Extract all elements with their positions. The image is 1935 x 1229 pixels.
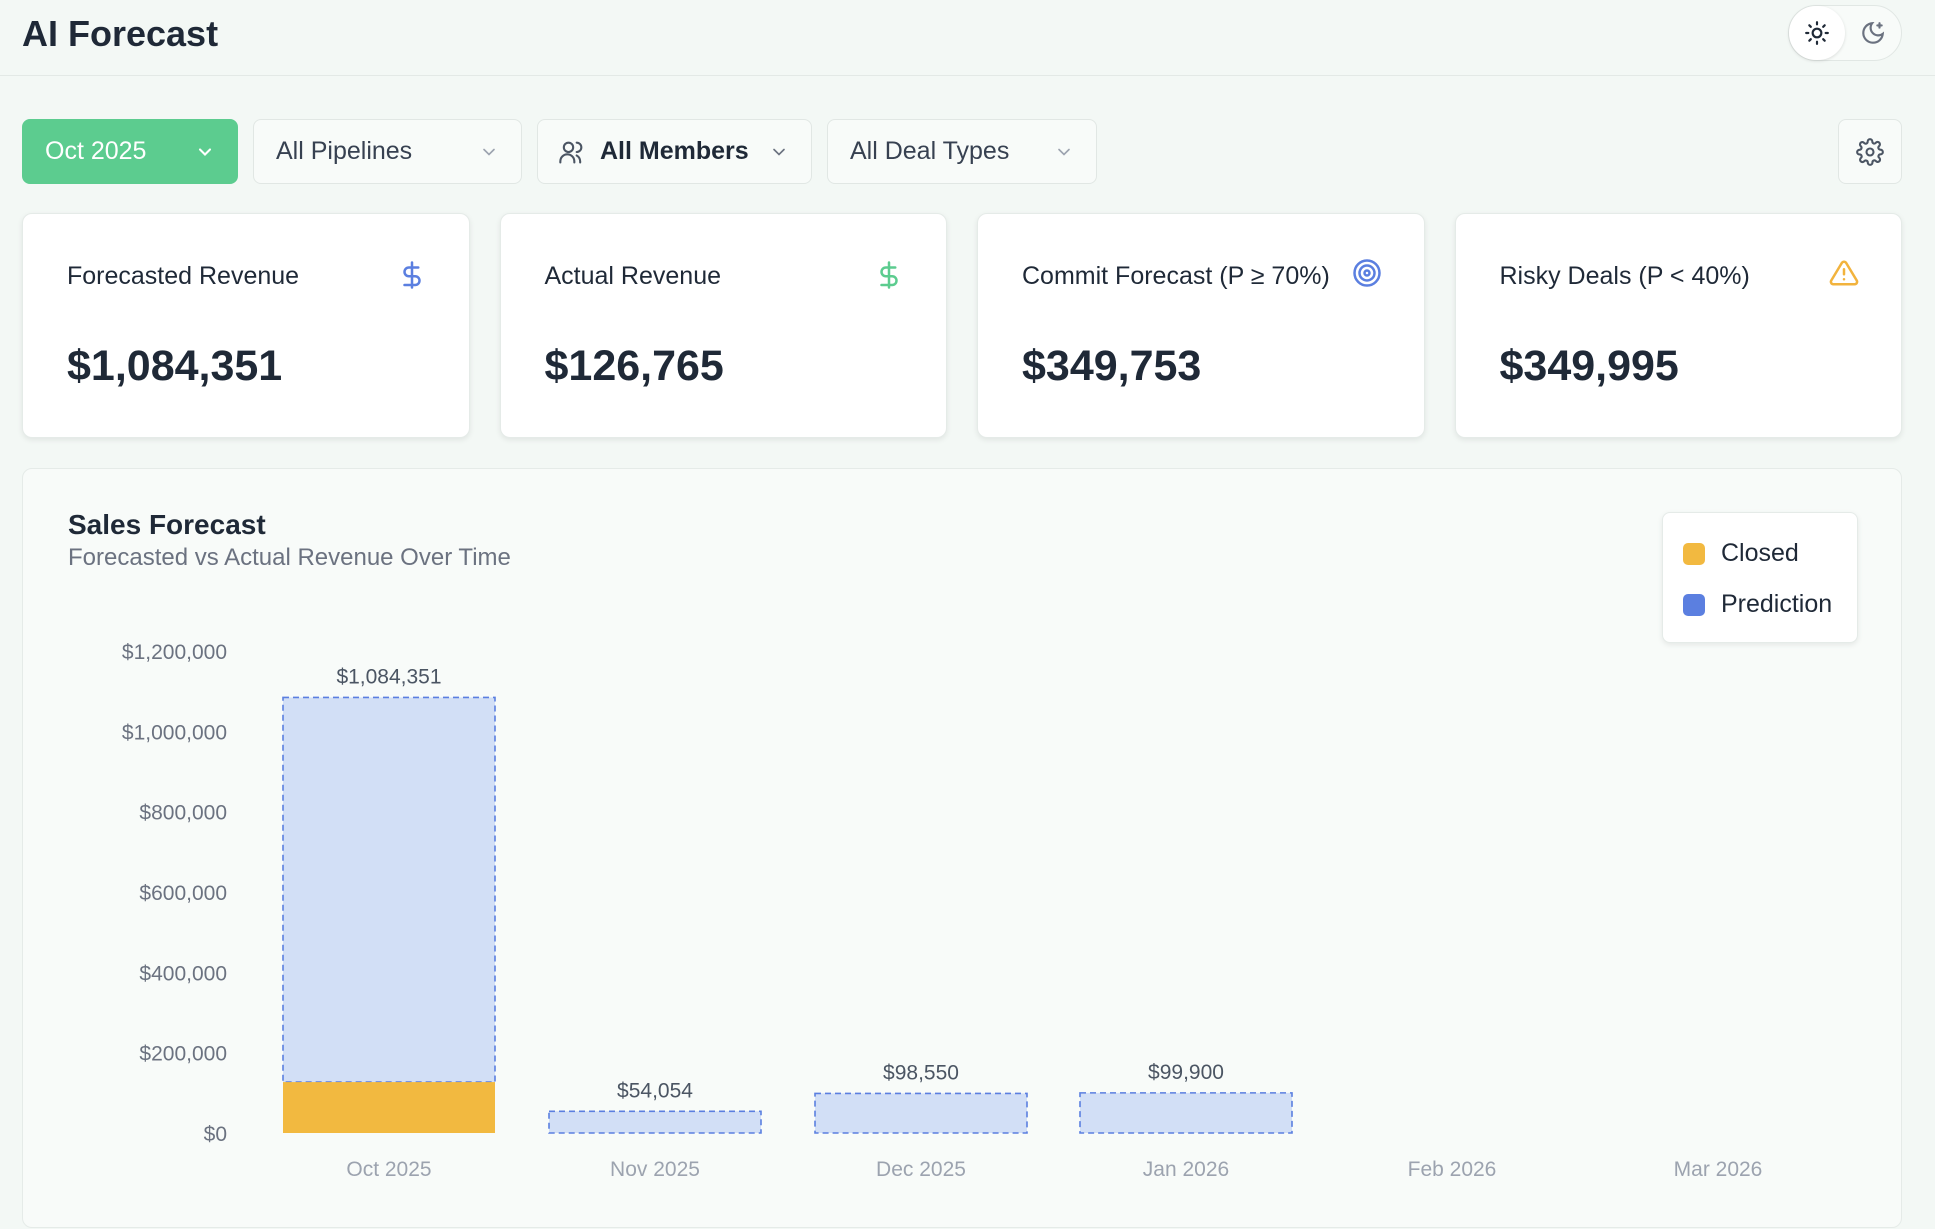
chart-title: Sales Forecast [68, 509, 266, 540]
x-tick-label: Mar 2026 [1674, 1158, 1763, 1181]
card-value: $126,765 [544, 342, 724, 390]
chevron-down-icon [483, 148, 495, 156]
chevron-down-icon [198, 148, 212, 156]
y-tick-label: $0 [204, 1123, 227, 1146]
page-title: AI Forecast [22, 13, 219, 54]
chevron-down-icon [773, 148, 785, 156]
legend-swatch [1683, 593, 1705, 616]
theme-toggle[interactable] [1788, 5, 1902, 61]
bar-chart: $0 $200,000 $400,000 $600,000 $800,000 $1,000… [122, 641, 1763, 1181]
x-tick-label: Nov 2025 [610, 1158, 700, 1181]
pipeline-select[interactable]: All Pipelines [253, 119, 522, 184]
kpi-cards: Forecasted Revenue $1,084,351 Actual Rev… [22, 213, 1902, 438]
chart-subtitle: Forecasted vs Actual Revenue Over Time [68, 544, 511, 571]
y-tick-label: $1,200,000 [122, 641, 227, 664]
top-bar: AI Forecast [0, 0, 1935, 76]
deal-type-select-value: All Deal Types [850, 137, 1010, 165]
actual-revenue-card: Actual Revenue $126,765 [499, 213, 947, 438]
y-tick-label: $200,000 [139, 1043, 227, 1066]
legend-item-prediction[interactable]: Prediction [1683, 590, 1832, 619]
prediction-bar [814, 1092, 1028, 1134]
light-mode-button[interactable] [1789, 6, 1845, 60]
filter-bar: Oct 2025 All Pipelines All Members All D… [22, 119, 1097, 184]
prediction-bar [1079, 1092, 1293, 1134]
target-icon [1352, 259, 1381, 287]
data-label: $54,054 [617, 1079, 693, 1102]
period-select-value: Oct 2025 [45, 137, 147, 165]
card-label: Actual Revenue [544, 262, 722, 290]
period-select[interactable]: Oct 2025 [22, 119, 238, 184]
forecasted-revenue-card: Forecasted Revenue $1,084,351 [22, 213, 470, 438]
dollar-icon [402, 261, 421, 289]
y-tick-label: $1,000,000 [122, 721, 227, 744]
card-label: Forecasted Revenue [67, 262, 300, 290]
members-select[interactable]: All Members [537, 119, 812, 184]
card-label: Risky Deals (P < 40%) [1499, 262, 1750, 290]
x-tick-label: Feb 2026 [1408, 1158, 1497, 1181]
legend-swatch [1683, 542, 1705, 565]
card-label: Commit Forecast (P ≥ 70%) [1022, 262, 1330, 290]
data-label: $99,900 [1148, 1061, 1224, 1084]
users-icon [559, 141, 583, 164]
gear-icon [1856, 137, 1884, 166]
closed-bar [283, 1082, 495, 1133]
warning-icon [1829, 260, 1859, 286]
legend-label: Closed [1721, 539, 1799, 567]
card-value: $349,753 [1022, 342, 1202, 390]
x-tick-label: Dec 2025 [876, 1158, 966, 1181]
legend-label: Prediction [1721, 590, 1833, 618]
x-tick-label: Jan 2026 [1143, 1158, 1229, 1181]
y-tick-label: $800,000 [139, 802, 227, 825]
sales-forecast-panel: Sales Forecast Forecasted vs Actual Reve… [22, 468, 1902, 1228]
chevron-down-icon [1058, 148, 1070, 156]
sun-icon [1805, 21, 1829, 45]
card-value: $349,995 [1499, 342, 1679, 390]
settings-button[interactable] [1838, 119, 1902, 184]
y-tick-label: $600,000 [139, 882, 227, 905]
x-tick-label: Oct 2025 [346, 1158, 431, 1181]
dollar-icon [880, 261, 898, 289]
pipeline-select-value: All Pipelines [276, 137, 413, 165]
risky-deals-card: Risky Deals (P < 40%) $349,995 [1454, 213, 1902, 438]
members-select-value: All Members [600, 137, 749, 165]
y-tick-label: $400,000 [139, 962, 227, 985]
data-label: $1,084,351 [336, 665, 441, 688]
prediction-bar [282, 696, 496, 1083]
commit-forecast-card: Commit Forecast (P ≥ 70%) $349,753 [977, 213, 1425, 438]
moon-icon [1862, 21, 1885, 44]
card-value: $1,084,351 [67, 342, 283, 390]
legend-item-closed[interactable]: Closed [1683, 539, 1799, 568]
deal-type-select[interactable]: All Deal Types [827, 119, 1097, 184]
prediction-bar [548, 1110, 762, 1134]
chart-legend: Closed Prediction [1662, 512, 1858, 643]
data-label: $98,550 [883, 1061, 959, 1084]
dark-mode-button[interactable] [1845, 6, 1901, 60]
